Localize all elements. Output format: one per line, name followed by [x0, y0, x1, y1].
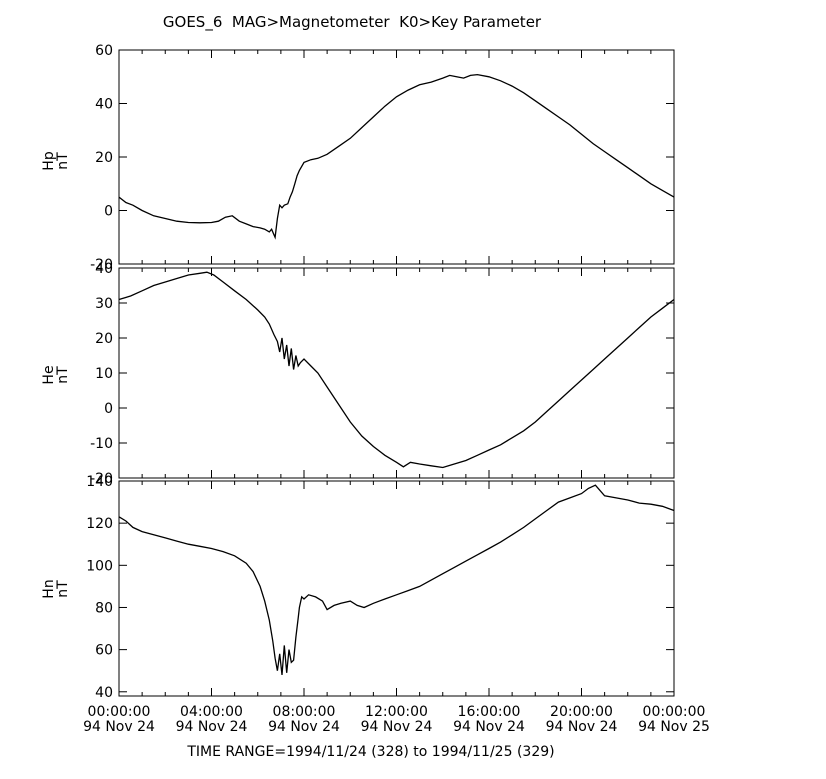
y-tick-label-he: 0: [104, 401, 113, 417]
y-tick-label-hn: 120: [86, 516, 113, 532]
x-tick-label-date: 94 Nov 24: [546, 719, 618, 735]
y-tick-label-he: 30: [95, 296, 113, 312]
y-tick-label-hp: 0: [104, 204, 113, 220]
x-tick-label-date: 94 Nov 24: [453, 719, 525, 735]
panel-hp: Hp nT -20 0 20 40 60: [41, 43, 675, 273]
x-tick-label-time: 00:00:00: [88, 704, 151, 720]
hp-yunit: nT: [55, 152, 71, 170]
hn-series-line: [118, 484, 675, 675]
he-series-line: [118, 271, 675, 469]
x-tick-label-time: 12:00:00: [365, 704, 428, 720]
hp-ylabel: Hp: [41, 151, 57, 171]
y-tick-label-hn: 60: [95, 643, 113, 659]
x-tick-label-date: 94 Nov 24: [268, 719, 340, 735]
y-tick-label-he: -10: [90, 436, 113, 452]
figure-title: GOES_6 MAG>Magnetometer K0>Key Parameter: [163, 13, 542, 32]
panel-hp-frame: [118, 49, 675, 265]
hn-yunit: nT: [55, 580, 71, 598]
y-tick-label-hn: 100: [86, 558, 113, 574]
y-tick-label-he: 10: [95, 366, 113, 382]
y-tick-label-hn: 140: [86, 474, 113, 490]
x-tick-label-time: 00:00:00: [643, 704, 706, 720]
he-yunit: nT: [55, 366, 71, 384]
panel-hn-frame: [118, 480, 675, 697]
y-tick-label-hp: 40: [95, 97, 113, 113]
x-tick-label-date: 94 Nov 25: [638, 719, 710, 735]
panel-he: He nT -20 -10 0 10 20 30 40: [41, 261, 675, 487]
y-tick-label-hp: 20: [95, 150, 113, 166]
hn-ylabel: Hn: [41, 579, 57, 598]
y-tick-label-he: 40: [95, 261, 113, 277]
x-tick-label-date: 94 Nov 24: [83, 719, 155, 735]
y-tick-label-he: -20: [90, 471, 113, 487]
time-range-label: TIME RANGE=1994/11/24 (328) to 1994/11/2…: [186, 744, 554, 760]
panel-he-frame: [118, 267, 675, 479]
x-tick-label-time: 20:00:00: [550, 704, 613, 720]
hp-series-line: [118, 73, 675, 240]
panel-hn: Hn nT 40 60 80 100 120 140: [41, 474, 675, 701]
y-tick-label-hn: 40: [95, 685, 113, 701]
x-tick-label-time: 08:00:00: [273, 704, 336, 720]
x-tick-label-time: 04:00:00: [180, 704, 243, 720]
x-tick-label-time: 16:00:00: [458, 704, 521, 720]
x-tick-label-date: 94 Nov 24: [176, 719, 248, 735]
y-tick-label-hp: -20: [90, 257, 113, 273]
y-tick-label-hp: 60: [95, 43, 113, 59]
y-tick-label-he: 20: [95, 331, 113, 347]
x-tick-label-date: 94 Nov 24: [361, 719, 433, 735]
y-tick-label-hn: 80: [95, 600, 113, 616]
he-ylabel: He: [41, 365, 57, 384]
